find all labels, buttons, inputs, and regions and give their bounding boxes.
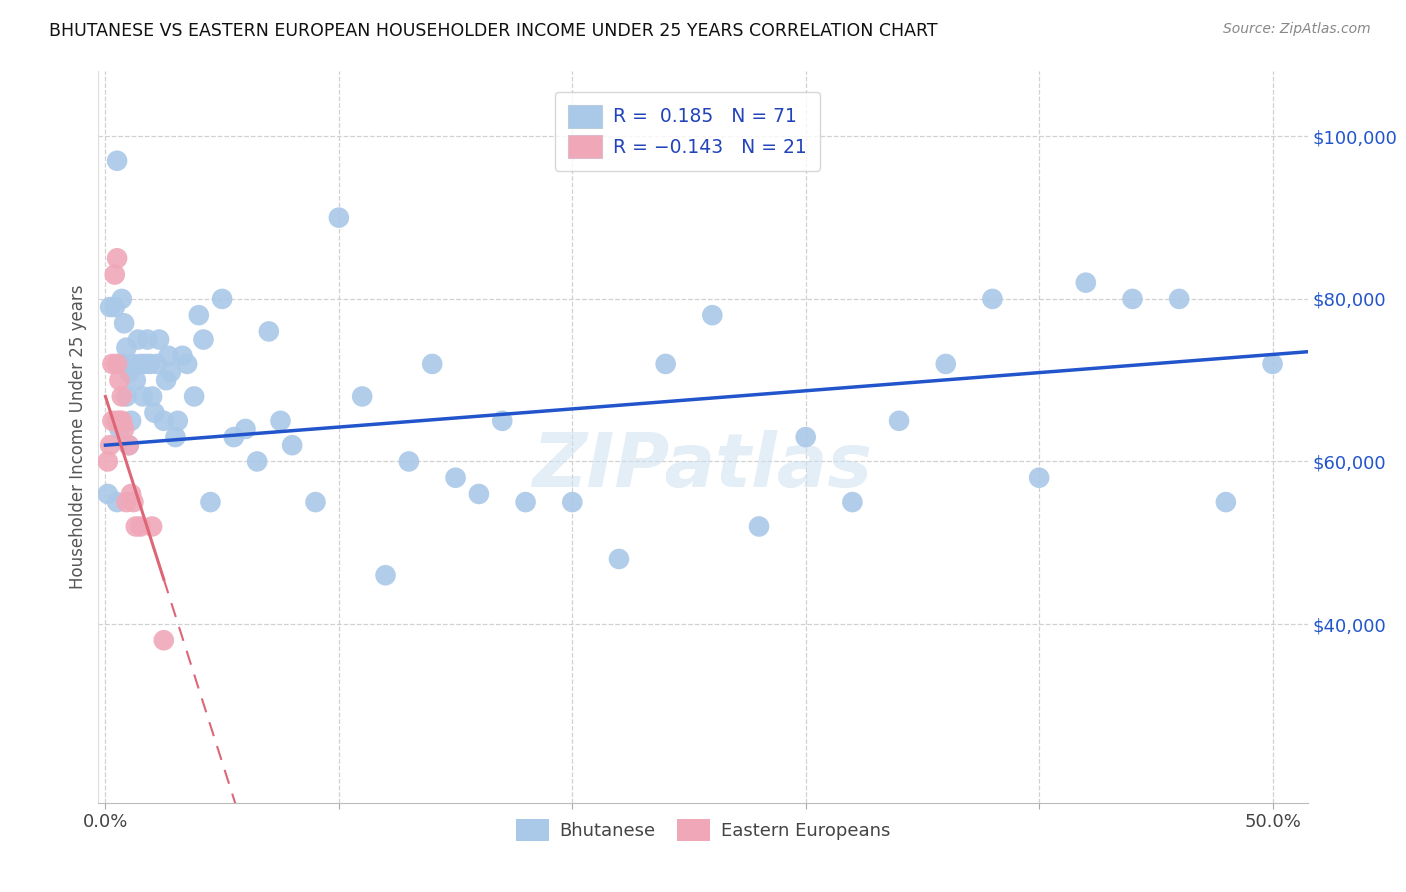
Point xyxy=(111,292,134,306)
Point xyxy=(1215,495,1237,509)
Point xyxy=(1261,357,1284,371)
Point xyxy=(561,495,583,509)
Y-axis label: Householder Income Under 25 years: Householder Income Under 25 years xyxy=(69,285,87,590)
Point xyxy=(654,357,676,371)
Point xyxy=(111,357,134,371)
Point xyxy=(607,552,630,566)
Point xyxy=(105,153,128,168)
Point xyxy=(120,414,142,428)
Point xyxy=(257,325,280,339)
Point xyxy=(127,333,149,347)
Point xyxy=(152,414,174,428)
Point xyxy=(200,495,222,509)
Point xyxy=(159,365,181,379)
Point xyxy=(120,487,142,501)
Point xyxy=(108,373,131,387)
Point xyxy=(281,438,304,452)
Point xyxy=(148,333,170,347)
Point xyxy=(146,357,169,371)
Point xyxy=(155,373,177,387)
Point xyxy=(211,292,233,306)
Point xyxy=(468,487,491,501)
Point xyxy=(1028,471,1050,485)
Text: BHUTANESE VS EASTERN EUROPEAN HOUSEHOLDER INCOME UNDER 25 YEARS CORRELATION CHAR: BHUTANESE VS EASTERN EUROPEAN HOUSEHOLDE… xyxy=(49,22,938,40)
Point xyxy=(108,422,131,436)
Point xyxy=(98,438,121,452)
Point xyxy=(887,414,910,428)
Point xyxy=(748,519,770,533)
Point xyxy=(304,495,326,509)
Point xyxy=(134,357,156,371)
Point xyxy=(122,495,145,509)
Point xyxy=(105,357,128,371)
Point xyxy=(112,422,135,436)
Point xyxy=(118,438,141,452)
Point xyxy=(108,414,131,428)
Legend: Bhutanese, Eastern Europeans: Bhutanese, Eastern Europeans xyxy=(509,812,897,848)
Point xyxy=(98,300,121,314)
Point xyxy=(491,414,513,428)
Point xyxy=(374,568,396,582)
Point xyxy=(122,357,145,371)
Point xyxy=(1074,276,1097,290)
Point xyxy=(115,389,138,403)
Point xyxy=(165,430,187,444)
Point xyxy=(444,471,467,485)
Point xyxy=(193,333,215,347)
Point xyxy=(166,414,188,428)
Point xyxy=(115,495,138,509)
Point xyxy=(139,357,162,371)
Point xyxy=(328,211,350,225)
Point xyxy=(352,389,374,403)
Point xyxy=(118,365,141,379)
Point xyxy=(222,430,245,444)
Point xyxy=(111,414,134,428)
Point xyxy=(101,357,124,371)
Point xyxy=(111,389,134,403)
Point xyxy=(125,519,148,533)
Text: Source: ZipAtlas.com: Source: ZipAtlas.com xyxy=(1223,22,1371,37)
Point xyxy=(143,406,166,420)
Point xyxy=(981,292,1004,306)
Point xyxy=(794,430,817,444)
Point xyxy=(118,438,141,452)
Point xyxy=(172,349,194,363)
Point xyxy=(101,414,124,428)
Point xyxy=(157,349,180,363)
Point xyxy=(702,308,724,322)
Point xyxy=(152,633,174,648)
Point xyxy=(104,300,127,314)
Point xyxy=(935,357,957,371)
Point xyxy=(235,422,257,436)
Point xyxy=(104,268,127,282)
Point xyxy=(1168,292,1191,306)
Point xyxy=(515,495,537,509)
Point xyxy=(269,414,291,428)
Point xyxy=(183,389,205,403)
Point xyxy=(129,519,152,533)
Text: ZIPatlas: ZIPatlas xyxy=(533,430,873,503)
Point xyxy=(841,495,863,509)
Point xyxy=(129,357,152,371)
Point xyxy=(398,454,420,468)
Point xyxy=(141,519,163,533)
Point xyxy=(420,357,443,371)
Point xyxy=(112,316,135,330)
Point xyxy=(97,487,120,501)
Point xyxy=(246,454,269,468)
Point xyxy=(105,495,128,509)
Point xyxy=(132,389,155,403)
Point xyxy=(1121,292,1143,306)
Point xyxy=(136,333,159,347)
Point xyxy=(105,414,128,428)
Point xyxy=(125,373,148,387)
Point xyxy=(187,308,209,322)
Point xyxy=(141,389,163,403)
Point xyxy=(115,341,138,355)
Point xyxy=(97,454,120,468)
Point xyxy=(176,357,198,371)
Point xyxy=(105,252,128,266)
